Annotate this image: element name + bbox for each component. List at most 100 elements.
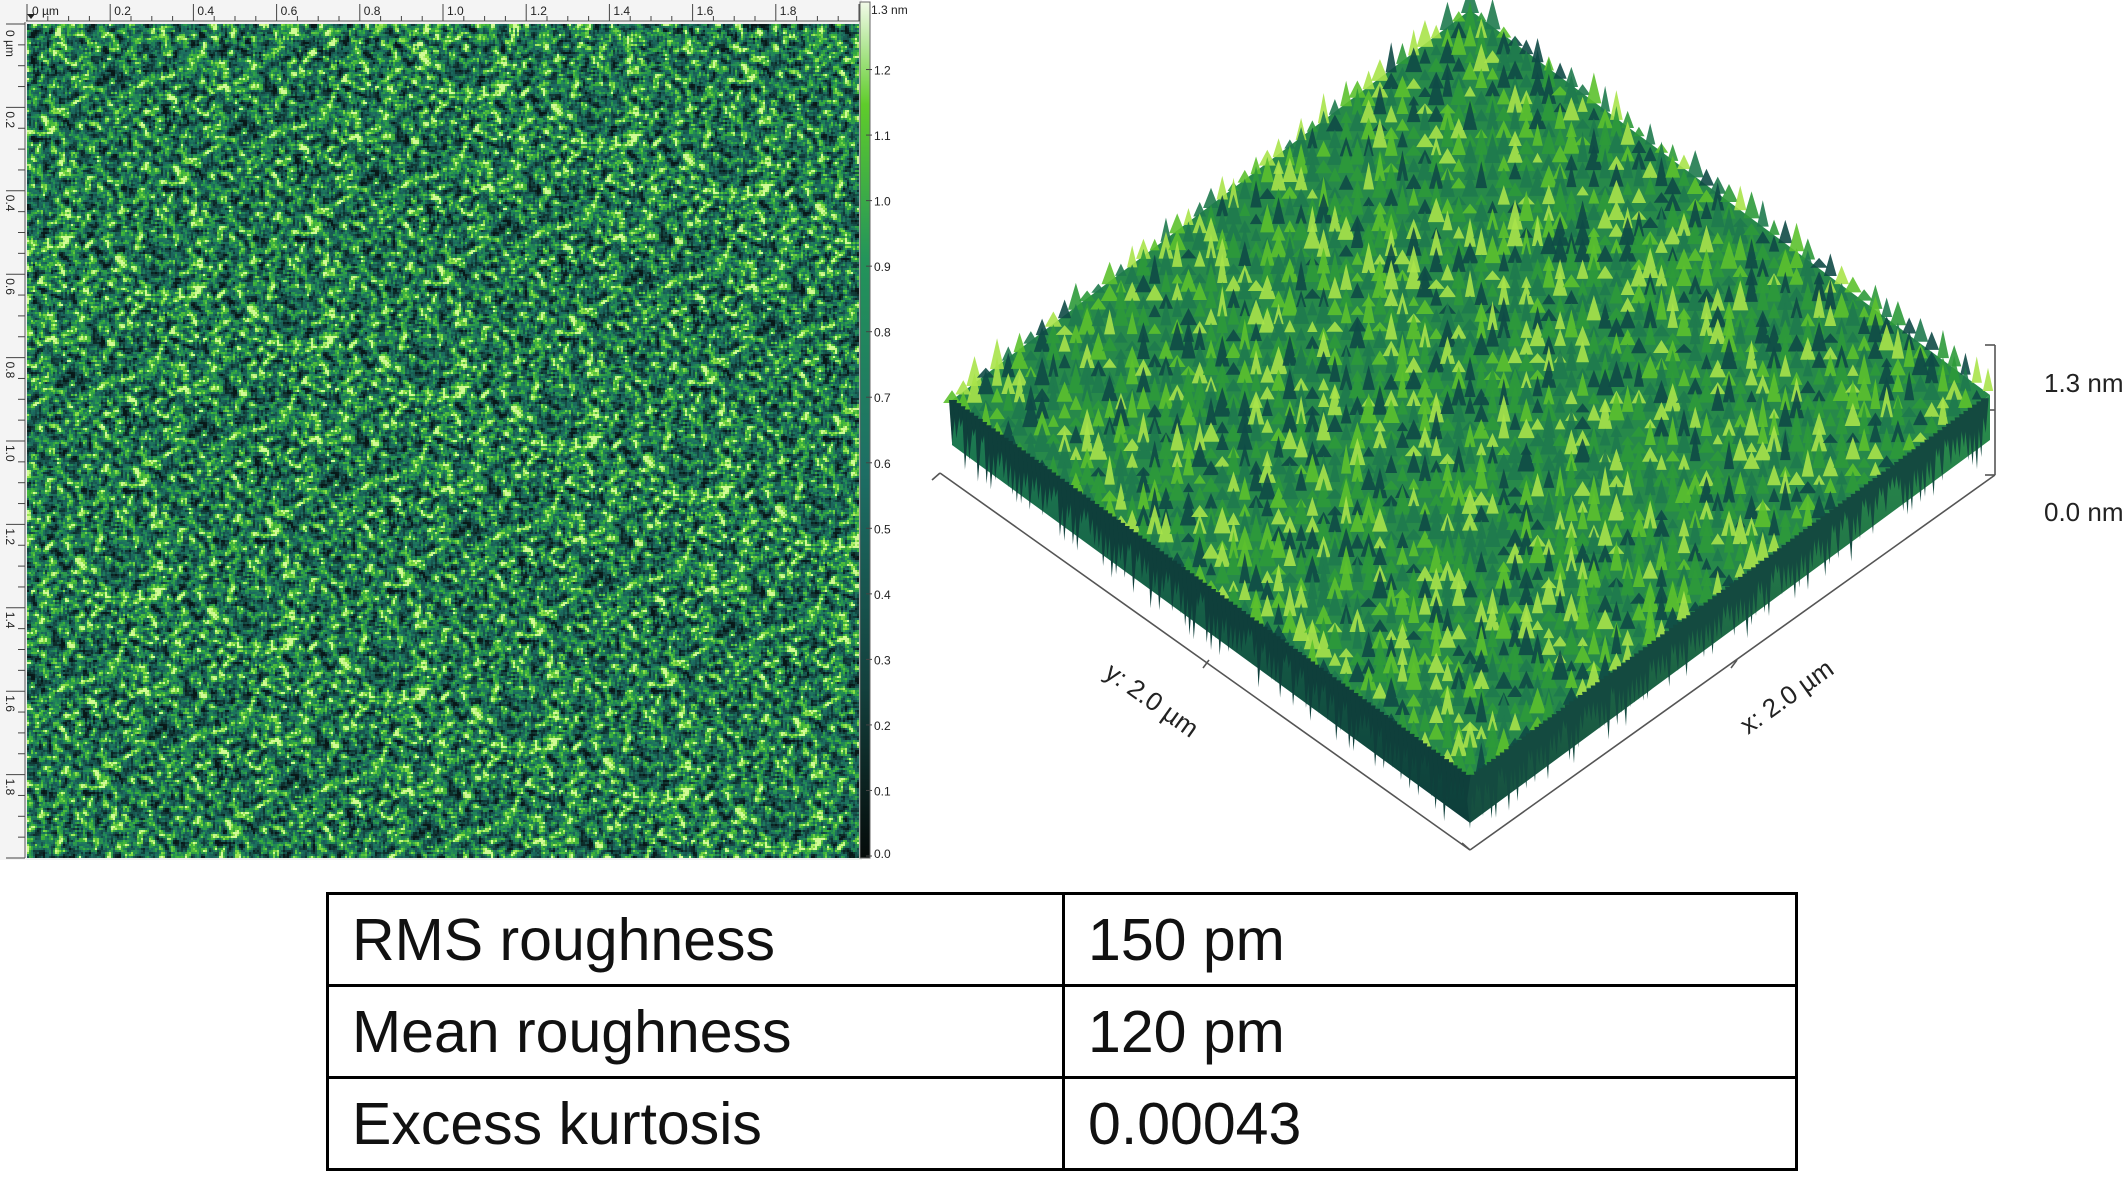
surface-peak bbox=[1136, 386, 1151, 410]
surface-peak bbox=[1227, 288, 1240, 308]
surface-peak bbox=[1517, 683, 1535, 706]
surface-peak bbox=[1418, 426, 1432, 448]
surface-peak bbox=[1665, 350, 1680, 378]
surface-peak bbox=[1744, 238, 1759, 269]
surface-peak bbox=[1587, 474, 1600, 505]
surface-peak bbox=[1249, 338, 1263, 358]
surface-peak bbox=[1496, 234, 1511, 255]
surface-peak bbox=[1283, 236, 1297, 266]
surface-peak bbox=[1305, 386, 1320, 399]
surface-peak bbox=[1801, 449, 1814, 477]
surface-peak bbox=[1554, 509, 1566, 530]
surface-peak bbox=[1452, 415, 1465, 439]
surface-peak bbox=[1393, 249, 1411, 265]
surface-peak bbox=[1620, 121, 1635, 145]
surface-peak bbox=[1160, 269, 1172, 292]
surface-peak bbox=[1115, 462, 1127, 493]
surface-peak bbox=[1352, 593, 1363, 616]
surface-peak bbox=[1565, 459, 1578, 488]
surface-peak bbox=[1047, 368, 1060, 394]
surface-peak bbox=[1464, 217, 1476, 247]
surface-peak bbox=[1521, 276, 1532, 288]
surface-peak bbox=[1599, 281, 1612, 296]
surface-peak bbox=[1419, 246, 1431, 264]
surface-peak bbox=[1584, 145, 1603, 171]
surface-peak bbox=[1204, 308, 1218, 325]
surface-peak bbox=[1497, 655, 1511, 673]
surface-peak bbox=[1802, 498, 1814, 527]
surface-peak bbox=[1158, 511, 1174, 543]
surface-peak bbox=[1902, 418, 1916, 434]
surface-peak bbox=[1644, 464, 1656, 496]
surface-peak bbox=[1462, 649, 1478, 665]
surface-peak bbox=[1541, 129, 1557, 154]
surface-peak bbox=[1124, 345, 1140, 368]
surface-peak bbox=[1631, 511, 1647, 537]
surface-edge-spike bbox=[1621, 663, 1629, 727]
surface-peak bbox=[1699, 499, 1714, 520]
surface-peak bbox=[1194, 486, 1206, 501]
surface-peak bbox=[1734, 319, 1746, 344]
x-ruler-tick-label: 1.6 bbox=[697, 4, 714, 18]
surface-peak bbox=[1328, 205, 1342, 232]
surface-peak bbox=[1867, 339, 1884, 359]
surface-peak bbox=[1326, 321, 1344, 332]
surface-peak bbox=[1642, 393, 1658, 412]
surface-peak bbox=[1461, 174, 1479, 197]
surface-peak bbox=[1497, 445, 1511, 456]
surface-peak bbox=[1461, 329, 1479, 347]
surface-peak bbox=[1732, 280, 1749, 311]
surface-peak bbox=[1416, 20, 1434, 47]
surface-peak bbox=[1259, 238, 1275, 266]
surface-peak bbox=[1642, 559, 1658, 579]
surface-peak bbox=[1438, 431, 1457, 448]
surface-peak bbox=[1620, 258, 1636, 279]
surface-peak bbox=[1474, 25, 1488, 55]
surface-peak bbox=[1486, 456, 1499, 481]
surface-peak bbox=[1397, 131, 1408, 148]
surface-peak bbox=[1923, 415, 1941, 434]
surface-peak bbox=[1182, 437, 1195, 459]
surface-peak bbox=[1574, 325, 1591, 346]
surface-peak bbox=[1145, 284, 1164, 301]
surface-peak bbox=[1215, 209, 1229, 233]
surface-peak bbox=[1485, 702, 1500, 714]
surface-peak bbox=[1148, 304, 1161, 318]
surface-peak bbox=[1056, 439, 1073, 469]
surface-peak bbox=[1261, 570, 1274, 583]
surface-peak bbox=[1542, 261, 1556, 288]
surface-peak bbox=[1800, 281, 1816, 310]
surface-peak bbox=[1305, 335, 1320, 349]
surface-peak bbox=[1406, 693, 1422, 707]
surface-peak bbox=[1440, 237, 1455, 247]
surface-peak bbox=[1811, 274, 1827, 302]
surface-peak bbox=[1148, 487, 1161, 518]
surface-peak bbox=[1225, 232, 1242, 258]
surface-peak bbox=[1494, 671, 1513, 689]
x-ruler-tick-label: 0.8 bbox=[364, 4, 381, 18]
surface-peak bbox=[1687, 567, 1704, 595]
surface-peak bbox=[1778, 512, 1793, 544]
surface-peak bbox=[1857, 353, 1871, 385]
surface-peak bbox=[1352, 618, 1363, 649]
surface-peak bbox=[1179, 308, 1198, 326]
surface-peak bbox=[1035, 396, 1050, 419]
surface-peak bbox=[1709, 359, 1727, 378]
surface-peak bbox=[1498, 220, 1510, 238]
surface-peak bbox=[1563, 560, 1580, 588]
surface-peak bbox=[1078, 307, 1097, 335]
surface-peak bbox=[1360, 269, 1378, 290]
surface-peak bbox=[1337, 203, 1355, 224]
surface-peak bbox=[1880, 386, 1894, 418]
surface-peak bbox=[1191, 361, 1208, 384]
surface-peak bbox=[1260, 364, 1275, 383]
surface-peak bbox=[1214, 541, 1231, 567]
surface-peak bbox=[1270, 162, 1287, 191]
surface-peak bbox=[1565, 545, 1578, 572]
surface-peak bbox=[1722, 418, 1736, 436]
surface-peak bbox=[1123, 424, 1142, 435]
surface-peak bbox=[1429, 544, 1444, 573]
stat-label: RMS roughness bbox=[326, 892, 1065, 987]
surface-peak bbox=[1540, 315, 1557, 338]
surface-peak bbox=[1518, 117, 1535, 138]
